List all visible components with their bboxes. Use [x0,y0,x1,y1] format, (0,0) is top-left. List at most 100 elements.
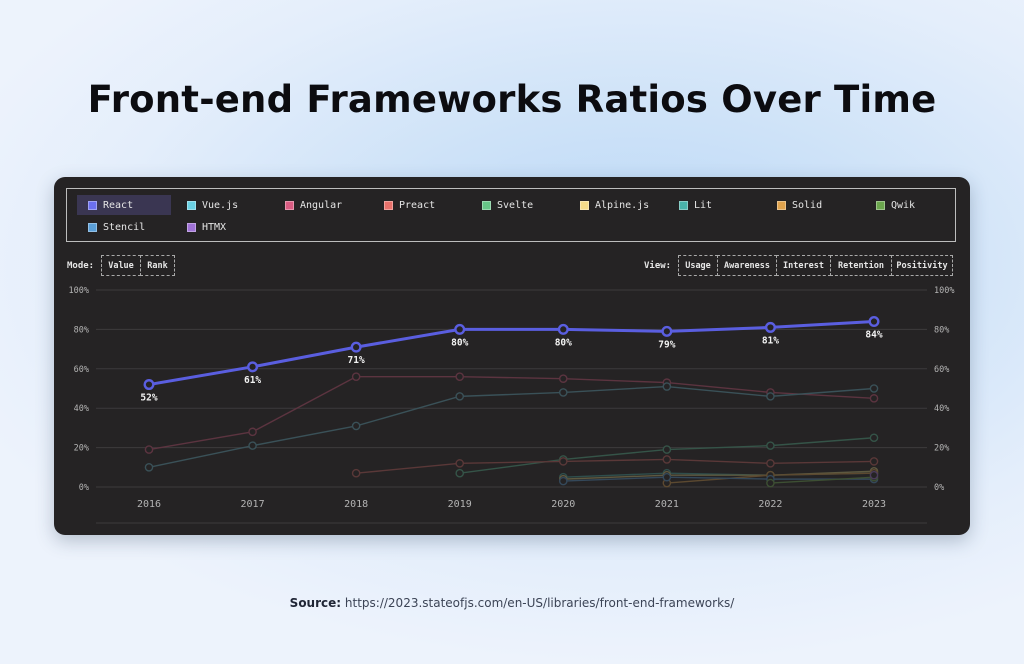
data-point-stencil [558,476,568,486]
y-tick-label-left: 60% [74,365,89,375]
data-point-preact [869,457,879,466]
series-line-angular [148,375,875,451]
data-label-react: 71% [348,355,365,366]
data-point-react [764,321,776,333]
legend-item-lit[interactable]: Lit [668,195,762,215]
mode-label: Mode: [67,261,95,271]
legend-swatch [876,200,885,210]
page-title: Front-end Frameworks Ratios Over Time [87,78,937,121]
data-point-angular [558,374,568,383]
data-point-angular [455,372,465,381]
mode-value-button[interactable]: Value [101,255,141,276]
legend-label: Stencil [103,221,146,233]
x-tick-label: 2021 [655,499,679,510]
y-tick-label-left: 20% [74,444,89,454]
data-point-vue-js [248,441,257,450]
data-label-react: 84% [865,330,882,341]
legend-item-preact[interactable]: Preact [373,195,467,215]
data-point-stencil [662,472,672,482]
x-tick-label: 2017 [241,499,265,510]
data-point-vue-js [662,382,672,391]
legend-swatch [187,222,196,232]
legend-label: Solid [792,199,823,211]
x-tick-label: 2022 [758,499,782,510]
data-point-preact [766,459,775,468]
legend-item-react[interactable]: React [77,195,171,215]
view-usage-button[interactable]: Usage [678,255,718,276]
legend-label: Qwik [891,199,916,211]
y-tick-label-left: 80% [74,325,89,335]
y-tick-label-right: 100% [934,286,954,296]
legend-item-svelte[interactable]: Svelte [471,195,565,215]
legend: React Vue.js Angular Preact Svelte Alpine.js L… [66,188,956,242]
data-point-react [868,316,880,328]
data-point-htmx [869,470,879,480]
legend-item-solid[interactable]: Solid [766,195,860,215]
data-point-react [661,325,673,337]
legend-label: Svelte [497,199,534,211]
data-label-react: 80% [451,337,468,348]
mode-rank-button[interactable]: Rank [140,255,175,276]
data-point-react [557,323,569,335]
legend-item-alpine-js[interactable]: Alpine.js [569,195,663,215]
legend-swatch [384,200,393,210]
series-line-stencil [563,476,874,482]
view-toggle: Usage Awareness Interest Retention Posit… [678,255,953,276]
legend-swatch [679,200,688,210]
view-label: View: [644,261,672,271]
data-label-react: 79% [658,339,675,350]
y-tick-label-right: 0% [934,483,944,493]
data-point-angular [351,372,361,381]
data-point-qwik [766,478,775,488]
data-point-svelte [766,441,775,450]
data-point-angular [869,394,879,403]
legend-item-qwik[interactable]: Qwik [865,195,959,215]
legend-swatch [482,200,491,210]
data-point-react [247,361,259,373]
x-tick-label: 2020 [551,499,575,510]
y-tick-label-right: 60% [934,365,949,375]
data-point-angular [248,427,257,437]
series-line-alpine-js [563,470,875,480]
legend-swatch [88,222,97,232]
data-point-react [143,379,155,391]
legend-swatch [777,200,786,210]
series-line-react [148,320,875,387]
data-point-vue-js [869,384,879,393]
data-point-preact [455,459,465,468]
legend-label: React [103,199,134,211]
legend-swatch [187,200,196,210]
legend-swatch [580,200,589,210]
source-label: Source: [289,596,342,610]
legend-label: Alpine.js [595,199,650,211]
data-point-svelte [455,468,465,478]
y-tick-label-right: 20% [934,444,949,454]
legend-label: Vue.js [202,199,239,211]
y-tick-label-left: 100% [69,286,89,296]
y-tick-label-left: 0% [79,483,89,493]
data-point-angular [144,445,154,454]
x-tick-label: 2016 [137,499,161,510]
view-awareness-button[interactable]: Awareness [717,255,777,276]
chart-card: React Vue.js Angular Preact Svelte Alpine.js L… [54,177,970,535]
data-point-react [454,323,466,335]
data-label-react: 80% [555,337,572,348]
series-line-qwik [770,476,875,484]
data-label-react: 81% [762,335,779,346]
legend-item-stencil[interactable]: Stencil [77,217,171,237]
source-link[interactable]: https://2023.stateofjs.com/en-US/librari… [344,596,735,610]
view-retention-button[interactable]: Retention [830,255,892,276]
view-positivity-button[interactable]: Positivity [891,255,953,276]
legend-item-htmx[interactable]: HTMX [176,217,270,237]
legend-label: Preact [399,199,436,211]
source-line: Source: https://2023.stateofjs.com/en-US… [0,596,1024,610]
legend-label: Angular [300,199,343,211]
x-tick-label: 2019 [448,499,472,510]
data-point-vue-js [144,462,154,472]
legend-item-angular[interactable]: Angular [274,195,368,215]
data-point-vue-js [558,388,568,397]
legend-item-vue-js[interactable]: Vue.js [176,195,270,215]
data-point-vue-js [351,421,361,431]
view-interest-button[interactable]: Interest [776,255,831,276]
data-point-preact [558,457,568,466]
